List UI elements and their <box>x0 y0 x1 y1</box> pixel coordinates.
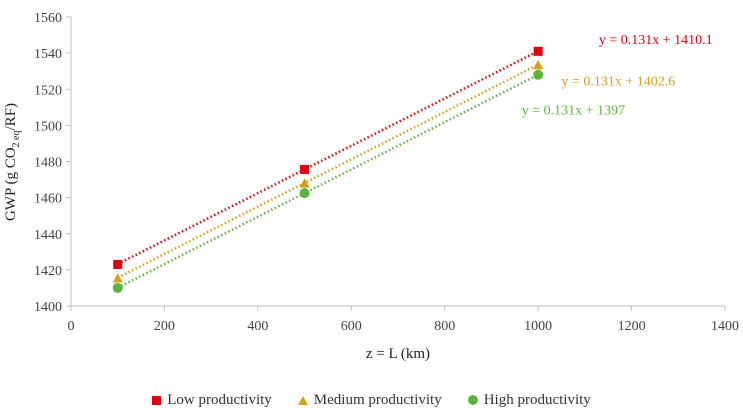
legend-circle-marker <box>467 395 478 405</box>
legend-item-high: High productivity <box>467 391 591 409</box>
x-tick-label: 1200 <box>618 319 646 334</box>
data-point-low <box>300 164 310 174</box>
trendline-medium <box>117 63 539 279</box>
y-tick-label: 1480 <box>34 156 62 171</box>
legend: Low productivity Medium productivity Hig… <box>0 388 743 412</box>
x-tick-label: 0 <box>68 319 75 334</box>
chart-canvas: 0 200 400 600 800 1000 1200 1400 1400 1420 1440 146… <box>3 11 739 362</box>
legend-item-medium: Medium productivity <box>297 391 442 409</box>
trendline-equation-high: y = 0.131x + 1397 <box>522 104 625 119</box>
data-point-high <box>299 188 310 199</box>
axes: 0 200 400 600 800 1000 1200 1400 1400 1420 1440 146… <box>34 11 739 334</box>
data-point-medium <box>299 178 310 188</box>
x-tick-label: 600 <box>341 319 362 334</box>
y-tick-label: 1500 <box>34 119 62 134</box>
equation-labels: y = 0.131x + 1410.1 y = 0.131x + 1402.6 y … <box>522 33 713 118</box>
legend-square-marker <box>152 395 162 405</box>
y-tick-label: 1420 <box>34 264 62 279</box>
data-point-medium <box>112 273 123 283</box>
legend-label-high: High productivity <box>483 391 591 408</box>
legend-triangle-marker <box>297 395 308 405</box>
trendline-equation-low: y = 0.131x + 1410.1 <box>599 33 713 48</box>
trendline-low <box>117 50 539 266</box>
trendline-equation-medium: y = 0.131x + 1402.6 <box>562 75 676 90</box>
y-axis-title-subscript: 2 eq <box>11 130 22 147</box>
data-point-high <box>112 282 123 293</box>
data-markers <box>112 46 544 293</box>
data-point-low <box>113 259 123 269</box>
y-tick-label: 1520 <box>34 83 62 98</box>
x-axis-title: z = L (km) <box>366 346 430 362</box>
data-point-low <box>533 46 543 56</box>
x-tick-label: 800 <box>434 319 455 334</box>
legend-label-medium: Medium productivity <box>313 391 442 408</box>
y-axis-title-tail: /RF) <box>3 103 19 131</box>
trendlines <box>117 50 539 289</box>
x-tick-label: 1400 <box>711 319 739 334</box>
x-tick-label: 200 <box>154 319 175 334</box>
y-axis-title-main: GWP (g CO <box>3 147 19 221</box>
y-axis-title: GWP (g CO2 eq/RF) <box>3 103 22 221</box>
y-tick-label: 1400 <box>34 300 62 315</box>
legend-label-low: Low productivity <box>167 391 272 408</box>
trendline-high <box>117 73 539 289</box>
legend-item-low: Low productivity <box>152 392 272 409</box>
data-point-high <box>533 69 544 80</box>
y-tick-label: 1440 <box>34 228 62 243</box>
y-tick-label: 1460 <box>34 192 62 207</box>
y-tick-label: 1560 <box>34 11 62 26</box>
data-point-medium <box>533 59 544 70</box>
x-tick-label: 400 <box>247 319 268 334</box>
x-tick-label: 1000 <box>524 319 552 334</box>
y-tick-label: 1540 <box>34 47 62 62</box>
